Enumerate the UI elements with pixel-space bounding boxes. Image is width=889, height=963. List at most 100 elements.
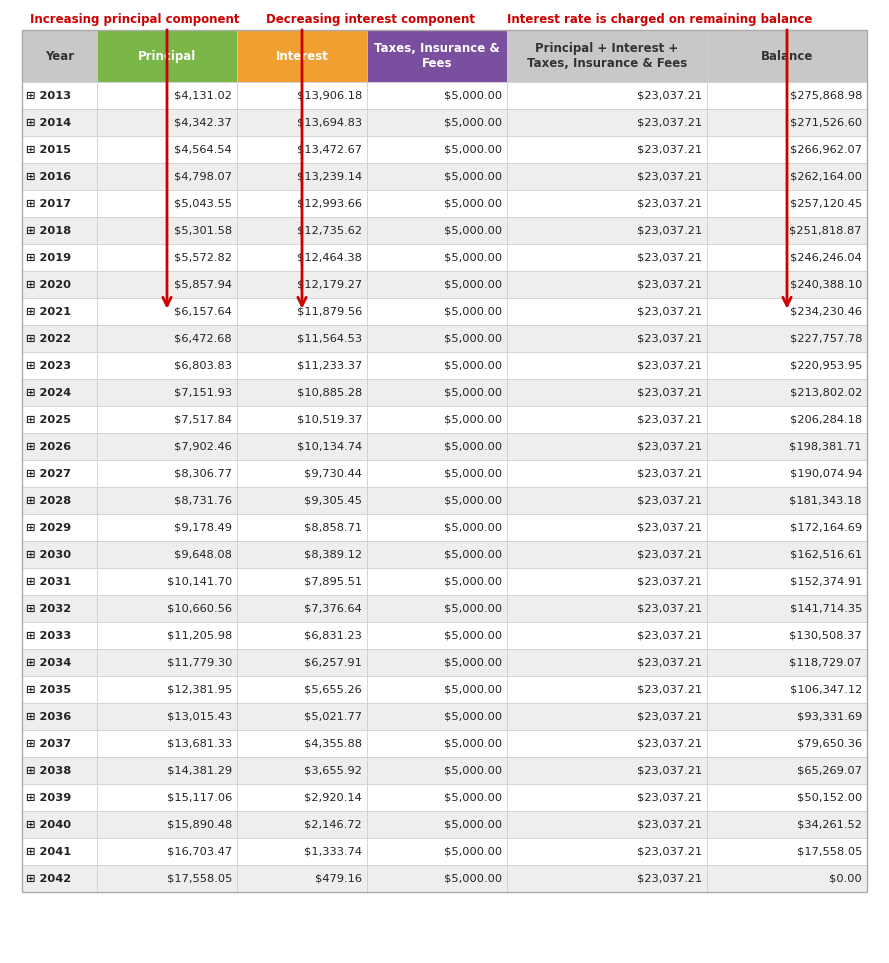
Text: $5,000.00: $5,000.00 <box>444 360 502 371</box>
Text: ⊞ 2018: ⊞ 2018 <box>26 225 71 236</box>
Text: $10,660.56: $10,660.56 <box>167 604 232 613</box>
Text: ⊞ 2034: ⊞ 2034 <box>26 658 71 667</box>
Text: $5,000.00: $5,000.00 <box>444 523 502 533</box>
Bar <box>237 190 367 217</box>
Bar <box>507 406 707 433</box>
Text: $162,516.61: $162,516.61 <box>789 550 862 560</box>
Bar <box>97 838 237 865</box>
Text: $5,000.00: $5,000.00 <box>444 198 502 209</box>
Bar <box>97 271 237 298</box>
Text: ⊞ 2013: ⊞ 2013 <box>26 91 71 100</box>
Text: ⊞ 2035: ⊞ 2035 <box>26 685 71 694</box>
Text: $9,178.49: $9,178.49 <box>174 523 232 533</box>
Bar <box>97 514 237 541</box>
Bar <box>507 730 707 757</box>
Text: $14,381.29: $14,381.29 <box>167 766 232 775</box>
Bar <box>237 541 367 568</box>
Bar <box>507 541 707 568</box>
Bar <box>22 109 97 136</box>
Text: $206,284.18: $206,284.18 <box>789 414 862 425</box>
Bar <box>22 30 867 892</box>
Text: $23,037.21: $23,037.21 <box>637 360 702 371</box>
Text: Increasing principal component: Increasing principal component <box>30 13 240 26</box>
Bar <box>22 433 97 460</box>
Text: $172,164.69: $172,164.69 <box>789 523 862 533</box>
Text: $262,164.00: $262,164.00 <box>790 171 862 181</box>
Text: $130,508.37: $130,508.37 <box>789 631 862 640</box>
Bar <box>237 136 367 163</box>
Bar <box>97 568 237 595</box>
Text: $5,000.00: $5,000.00 <box>444 333 502 344</box>
Bar <box>97 865 237 892</box>
Bar <box>707 514 867 541</box>
Text: $257,120.45: $257,120.45 <box>789 198 862 209</box>
Bar <box>97 163 237 190</box>
Bar <box>237 325 367 352</box>
Bar <box>707 298 867 325</box>
Text: $5,301.58: $5,301.58 <box>174 225 232 236</box>
Bar <box>22 676 97 703</box>
Text: $13,694.83: $13,694.83 <box>297 117 362 127</box>
Text: $10,519.37: $10,519.37 <box>297 414 362 425</box>
Bar <box>367 811 507 838</box>
Bar <box>507 460 707 487</box>
Bar <box>507 163 707 190</box>
Bar <box>22 325 97 352</box>
Bar <box>707 541 867 568</box>
Text: ⊞ 2024: ⊞ 2024 <box>26 387 71 398</box>
Text: ⊞ 2021: ⊞ 2021 <box>26 306 71 317</box>
Text: $12,993.66: $12,993.66 <box>297 198 362 209</box>
Text: $23,037.21: $23,037.21 <box>637 333 702 344</box>
Bar <box>707 811 867 838</box>
Text: $5,000.00: $5,000.00 <box>444 469 502 479</box>
Text: $11,205.98: $11,205.98 <box>167 631 232 640</box>
Text: $8,389.12: $8,389.12 <box>304 550 362 560</box>
Text: $34,261.52: $34,261.52 <box>797 820 862 829</box>
Bar <box>22 514 97 541</box>
Text: $190,074.94: $190,074.94 <box>789 469 862 479</box>
Text: $5,000.00: $5,000.00 <box>444 117 502 127</box>
Text: $7,895.51: $7,895.51 <box>304 577 362 586</box>
Bar <box>367 325 507 352</box>
Text: $5,000.00: $5,000.00 <box>444 441 502 452</box>
Bar <box>22 811 97 838</box>
Text: Decreasing interest component: Decreasing interest component <box>266 13 475 26</box>
Bar <box>707 865 867 892</box>
Text: Principal: Principal <box>138 49 196 63</box>
Text: $5,655.26: $5,655.26 <box>304 685 362 694</box>
Text: $23,037.21: $23,037.21 <box>637 658 702 667</box>
Text: $12,735.62: $12,735.62 <box>297 225 362 236</box>
Text: $5,000.00: $5,000.00 <box>444 91 502 100</box>
Text: $10,141.70: $10,141.70 <box>167 577 232 586</box>
Text: $23,037.21: $23,037.21 <box>637 171 702 181</box>
Bar <box>97 622 237 649</box>
Bar <box>22 190 97 217</box>
Bar <box>22 352 97 379</box>
Bar <box>22 379 97 406</box>
Bar <box>507 244 707 271</box>
Bar <box>97 298 237 325</box>
Bar <box>237 676 367 703</box>
Bar <box>367 784 507 811</box>
Text: $23,037.21: $23,037.21 <box>637 279 702 290</box>
Bar <box>237 30 367 82</box>
Bar <box>507 568 707 595</box>
Text: $12,179.27: $12,179.27 <box>297 279 362 290</box>
Text: $5,857.94: $5,857.94 <box>174 279 232 290</box>
Bar <box>237 163 367 190</box>
Bar <box>367 136 507 163</box>
Text: $8,731.76: $8,731.76 <box>174 496 232 506</box>
Bar <box>237 730 367 757</box>
Text: $11,564.53: $11,564.53 <box>297 333 362 344</box>
Bar <box>367 865 507 892</box>
Text: ⊞ 2031: ⊞ 2031 <box>26 577 71 586</box>
Bar <box>22 730 97 757</box>
Text: $15,117.06: $15,117.06 <box>167 793 232 802</box>
Text: $17,558.05: $17,558.05 <box>166 873 232 883</box>
Text: Year: Year <box>45 49 74 63</box>
Bar <box>237 433 367 460</box>
Text: $7,902.46: $7,902.46 <box>174 441 232 452</box>
Bar <box>367 244 507 271</box>
Text: $251,818.87: $251,818.87 <box>789 225 862 236</box>
Text: $65,269.07: $65,269.07 <box>797 766 862 775</box>
